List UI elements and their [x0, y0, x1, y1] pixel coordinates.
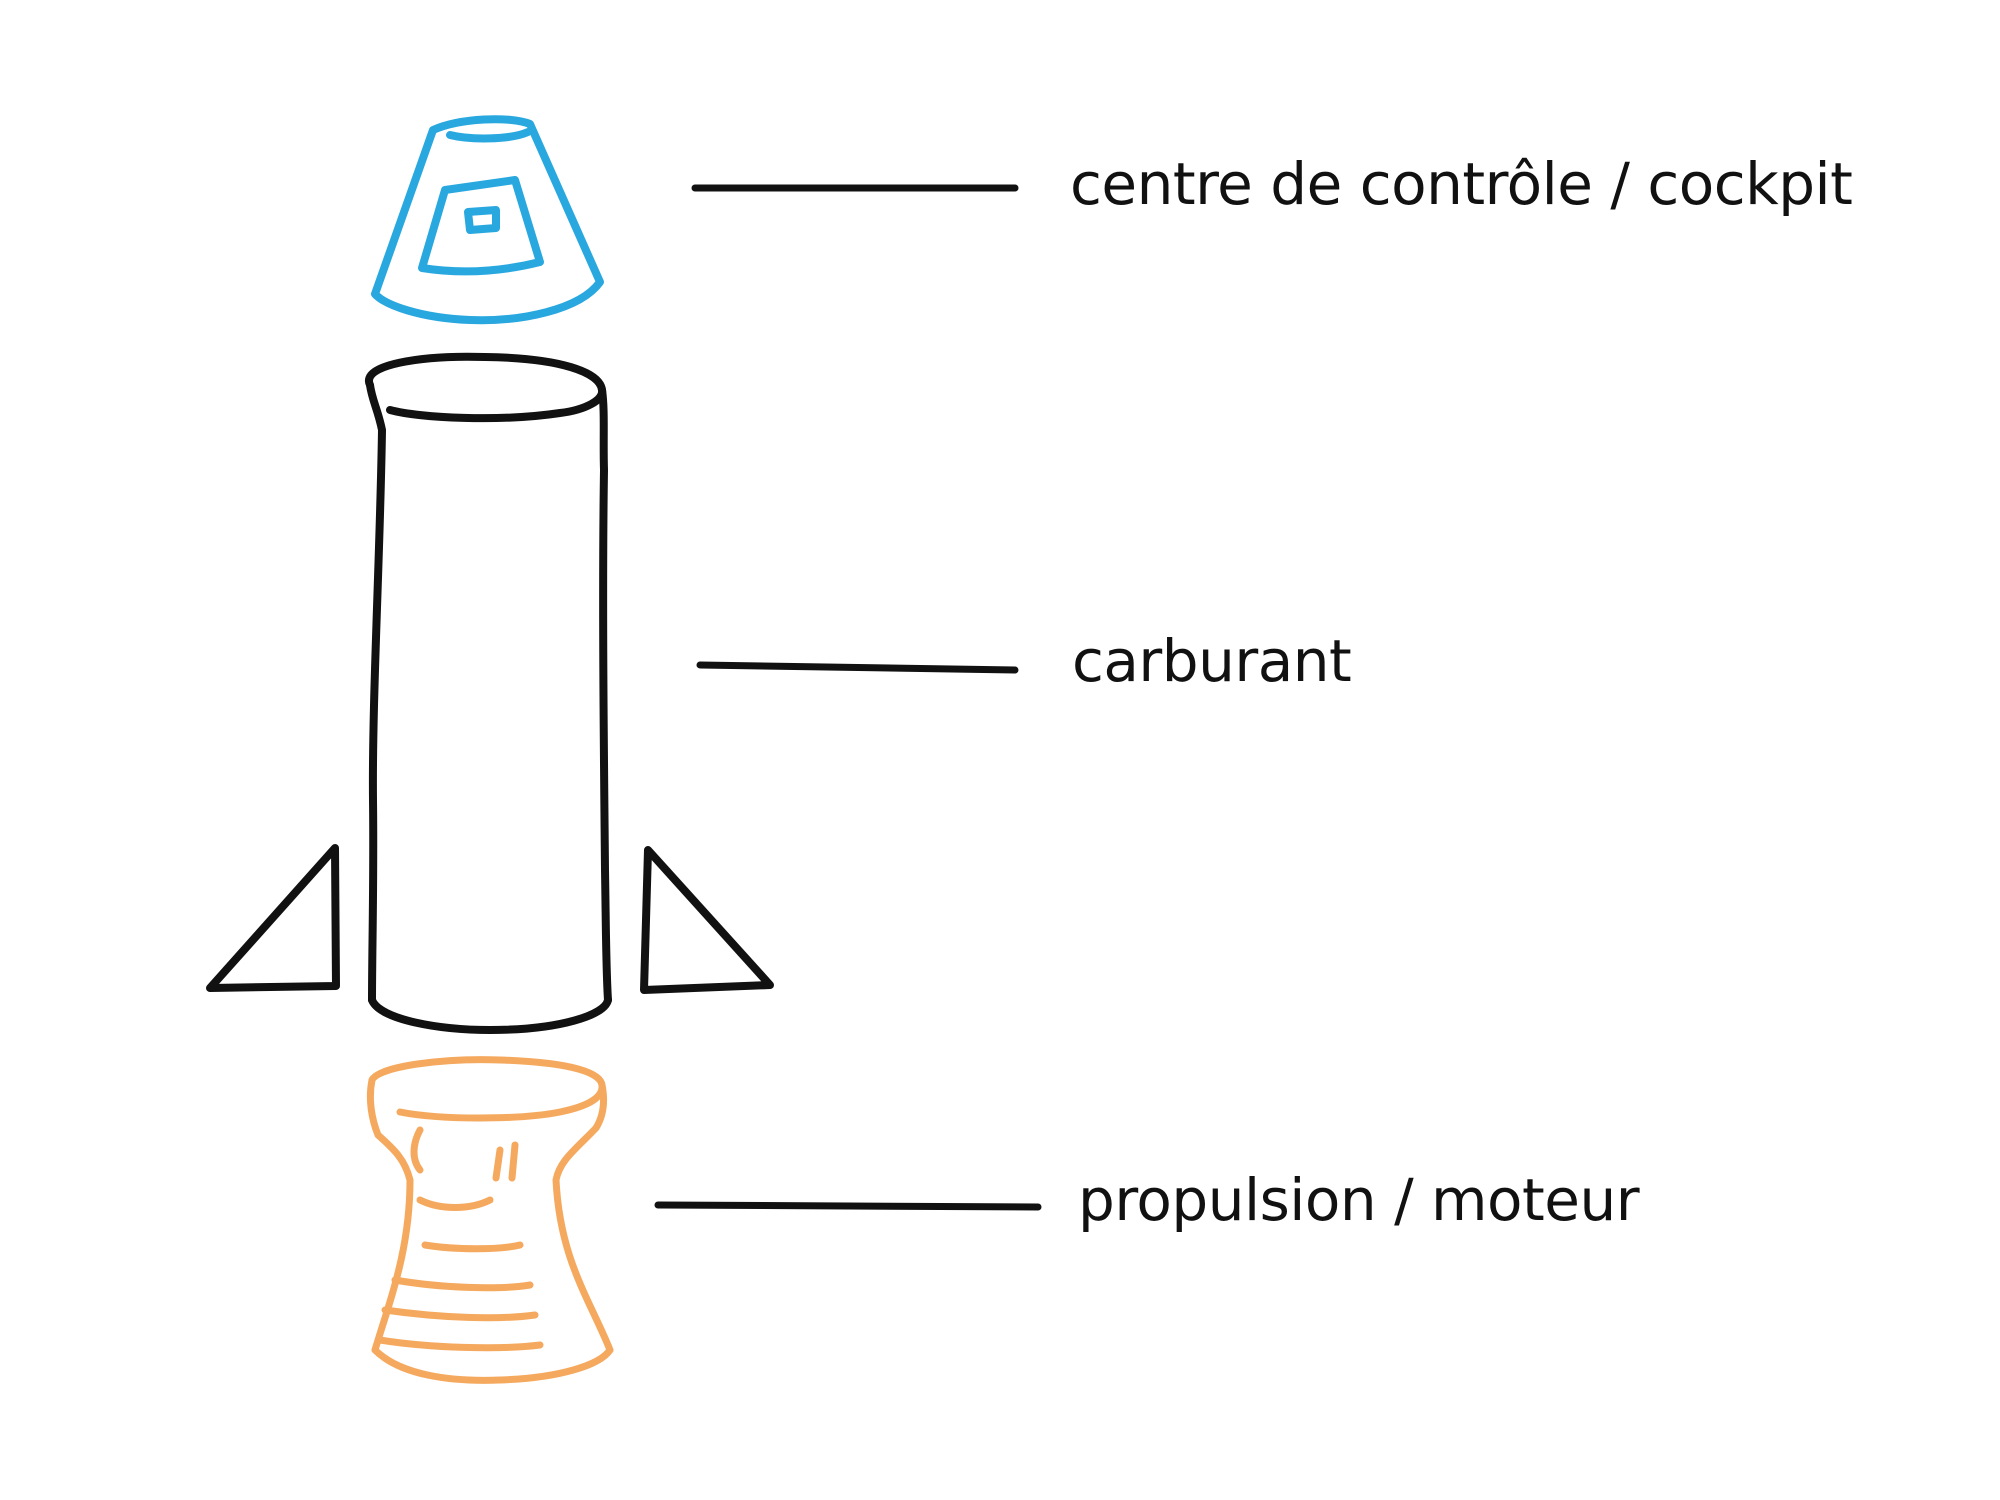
cockpit-capsule — [371, 115, 604, 325]
fuel-leader-line — [696, 661, 1019, 674]
cockpit-label: centre de contrôle / cockpit — [1070, 150, 1853, 218]
engine-leader-line — [654, 1201, 1042, 1211]
right-fin — [640, 846, 774, 994]
left-fin — [206, 844, 340, 992]
fuel-tank — [365, 352, 612, 1034]
fuel-label: carburant — [1072, 627, 1352, 695]
engine-nozzle — [366, 1056, 614, 1384]
engine-label: propulsion / moteur — [1078, 1166, 1640, 1234]
